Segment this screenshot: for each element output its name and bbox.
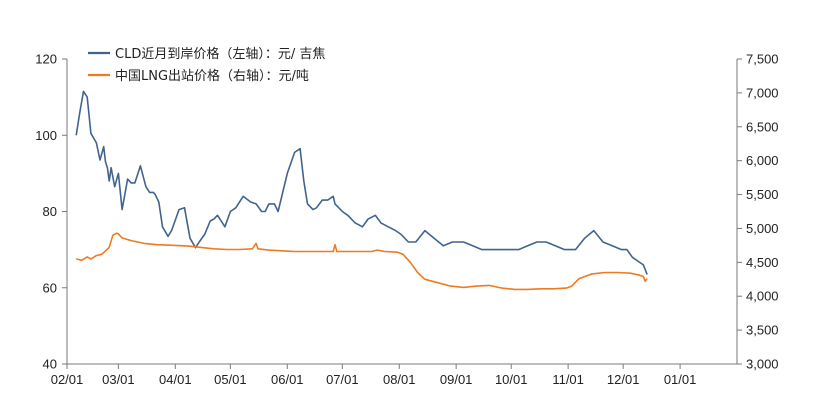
right-tick-label: 5,500: [746, 187, 779, 202]
left-tick-label: 60: [43, 280, 57, 295]
legend-label-lng: 中国LNG出站价格（右轴）：元/吨: [115, 68, 309, 84]
x-tick-label: 06/01: [271, 372, 304, 387]
right-tick-label: 7,000: [746, 85, 779, 100]
x-tick-label: 04/01: [159, 372, 192, 387]
x-tick-label: 05/01: [214, 372, 247, 387]
series-layer: [75, 90, 648, 291]
right-tick-label: 6,500: [746, 119, 779, 134]
x-tick-label: 11/01: [552, 372, 584, 387]
axes: 40 60 80 100 120 3,000 3,500 4,000 4,500 5,000 5,5…: [35, 52, 778, 388]
right-tick-label: 6,000: [746, 153, 779, 168]
x-tick-label: 08/01: [383, 372, 416, 387]
legend: CLD近月到岸价格（左轴）：元/ 吉焦 中国LNG出站价格（右轴）：元/吨: [88, 46, 325, 84]
legend-item-lng: 中国LNG出站价格（右轴）：元/吨: [88, 68, 309, 84]
right-tick-label: 3,500: [746, 323, 779, 338]
right-tick-label: 4,500: [746, 255, 779, 270]
x-tick-label: 12/01: [607, 372, 640, 387]
series-line-lng: [76, 232, 648, 291]
left-tick-label: 80: [43, 204, 57, 219]
right-tick-label: 3,000: [746, 357, 779, 372]
series-line-cld: [75, 90, 648, 275]
x-tick-label: 10/01: [495, 372, 528, 387]
left-tick-label: 120: [35, 52, 57, 67]
left-tick-label: 40: [43, 357, 57, 372]
x-tick-label: 07/01: [326, 372, 359, 387]
left-tick-label: 100: [35, 128, 57, 143]
legend-item-cld: CLD近月到岸价格（左轴）：元/ 吉焦: [88, 46, 325, 62]
x-tick-label: 03/01: [102, 372, 135, 387]
x-tick-label: 01/01: [664, 372, 697, 387]
right-tick-label: 7,500: [746, 52, 779, 67]
x-tick-label: 09/01: [440, 372, 473, 387]
right-tick-label: 5,000: [746, 221, 779, 236]
legend-label-cld: CLD近月到岸价格（左轴）：元/ 吉焦: [115, 46, 325, 62]
right-tick-label: 4,000: [746, 289, 779, 304]
x-tick-label: 02/01: [51, 372, 84, 387]
